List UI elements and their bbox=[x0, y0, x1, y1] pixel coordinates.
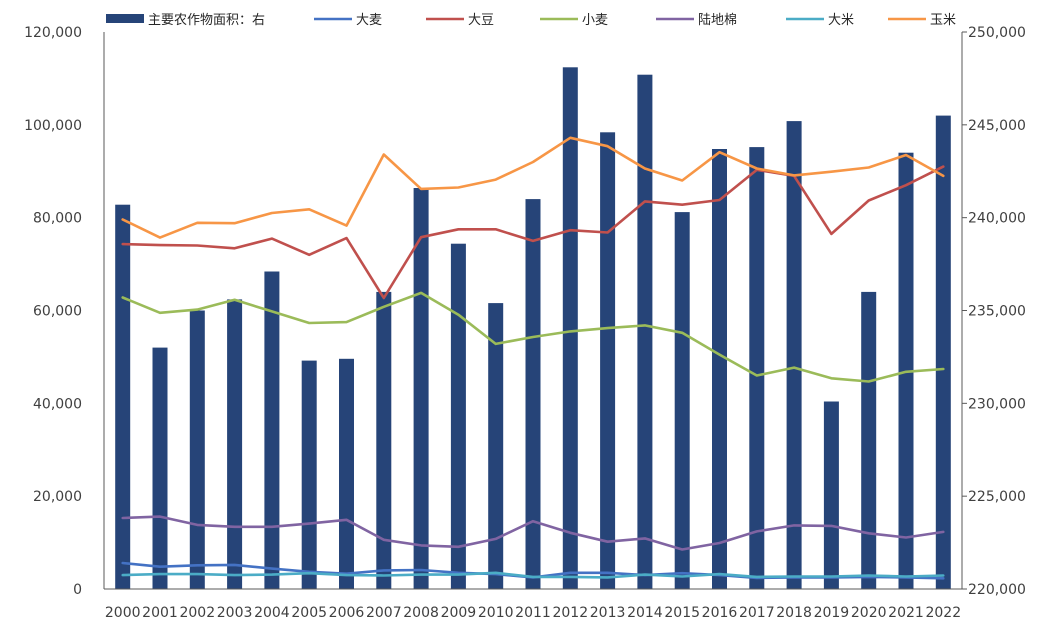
axes-layer: 0 20,000 40,000 60,000 80,000 100,000 120,000 2… bbox=[24, 25, 1026, 621]
legend-label: 玉米 bbox=[930, 13, 956, 28]
bar-2017 bbox=[749, 147, 765, 589]
x-tick-label: 2009 bbox=[441, 605, 477, 621]
bar-2015 bbox=[674, 212, 690, 589]
x-tick-label: 2008 bbox=[403, 605, 439, 621]
bar-2011 bbox=[525, 199, 541, 589]
y-left-tick-label: 20,000 bbox=[33, 489, 82, 505]
bar-2003 bbox=[227, 299, 243, 589]
series-line-6 bbox=[121, 136, 945, 239]
x-tick-label: 2003 bbox=[217, 605, 253, 621]
y-left-tick-label: 80,000 bbox=[33, 211, 82, 227]
y-left-tick-label: 0 bbox=[73, 582, 82, 598]
bar-2007 bbox=[376, 291, 392, 589]
x-tick-label: 2022 bbox=[925, 605, 961, 621]
y-left-tick-label: 40,000 bbox=[33, 396, 82, 412]
y-right-tick-label: 245,000 bbox=[968, 118, 1026, 134]
lines-layer bbox=[121, 136, 945, 580]
bar-2009 bbox=[450, 243, 466, 589]
series-line-5 bbox=[121, 571, 945, 579]
bar-2020 bbox=[861, 291, 877, 589]
series-line-2 bbox=[121, 165, 945, 300]
legend-label: 大麦 bbox=[356, 13, 382, 28]
x-tick-label: 2019 bbox=[814, 605, 850, 621]
x-tick-label: 2021 bbox=[888, 605, 924, 621]
x-tick-label: 2002 bbox=[179, 605, 215, 621]
bar-2008 bbox=[413, 188, 429, 589]
y-left-tick-label: 120,000 bbox=[24, 25, 82, 41]
x-tick-label: 2016 bbox=[702, 605, 738, 621]
x-tick-label: 2010 bbox=[478, 605, 514, 621]
bar-2013 bbox=[600, 132, 616, 590]
series-line-3 bbox=[121, 291, 945, 383]
legend-label: 主要农作物面积：右 bbox=[148, 13, 265, 28]
x-tick-label: 2005 bbox=[291, 605, 327, 621]
x-tick-label: 2007 bbox=[366, 605, 402, 621]
bar-2016 bbox=[712, 149, 727, 589]
y-right-tick-label: 240,000 bbox=[968, 211, 1026, 227]
x-tick-label: 2014 bbox=[627, 605, 663, 621]
y-right-tick-label: 250,000 bbox=[968, 25, 1026, 41]
legend-label: 小麦 bbox=[582, 13, 608, 28]
bar-2001 bbox=[152, 347, 168, 589]
series-line-4 bbox=[121, 515, 945, 551]
bar-2010 bbox=[488, 303, 504, 589]
y-right-tick-label: 230,000 bbox=[968, 396, 1026, 412]
bar-2000 bbox=[115, 204, 131, 589]
legend: 主要农作物面积：右 大麦 大豆 小麦 陆地棉 大米 玉米 bbox=[106, 12, 956, 28]
bar-2022 bbox=[935, 115, 951, 589]
legend-label: 大米 bbox=[828, 13, 854, 28]
bar-2002 bbox=[189, 310, 205, 589]
y-right-tick-label: 225,000 bbox=[968, 489, 1026, 505]
legend-swatch bbox=[106, 14, 144, 23]
bar-2012 bbox=[562, 67, 578, 590]
x-tick-label: 2006 bbox=[329, 605, 365, 621]
x-tick-label: 2000 bbox=[105, 605, 141, 621]
x-tick-label: 2017 bbox=[739, 605, 775, 621]
x-tick-label: 2011 bbox=[515, 605, 551, 621]
bar-2014 bbox=[637, 74, 653, 589]
x-tick-label: 2013 bbox=[590, 605, 626, 621]
bar-2018 bbox=[786, 121, 802, 589]
bar-2005 bbox=[301, 360, 317, 589]
bars-layer bbox=[115, 67, 951, 590]
bar-2006 bbox=[339, 358, 354, 589]
legend-label: 大豆 bbox=[468, 13, 494, 28]
x-tick-label: 2018 bbox=[776, 605, 812, 621]
bar-2004 bbox=[264, 271, 280, 589]
x-tick-label: 2012 bbox=[552, 605, 588, 621]
x-tick-label: 2001 bbox=[142, 605, 178, 621]
legend-label: 陆地棉 bbox=[698, 12, 737, 28]
bar-2019 bbox=[823, 401, 839, 589]
y-right-tick-label: 235,000 bbox=[968, 304, 1026, 320]
y-left-tick-label: 100,000 bbox=[24, 118, 82, 134]
y-right-tick-label: 220,000 bbox=[968, 582, 1026, 598]
x-tick-label: 2004 bbox=[254, 605, 290, 621]
x-tick-label: 2015 bbox=[664, 605, 700, 621]
x-tick-label: 2020 bbox=[851, 605, 887, 621]
y-left-tick-label: 60,000 bbox=[33, 304, 82, 320]
